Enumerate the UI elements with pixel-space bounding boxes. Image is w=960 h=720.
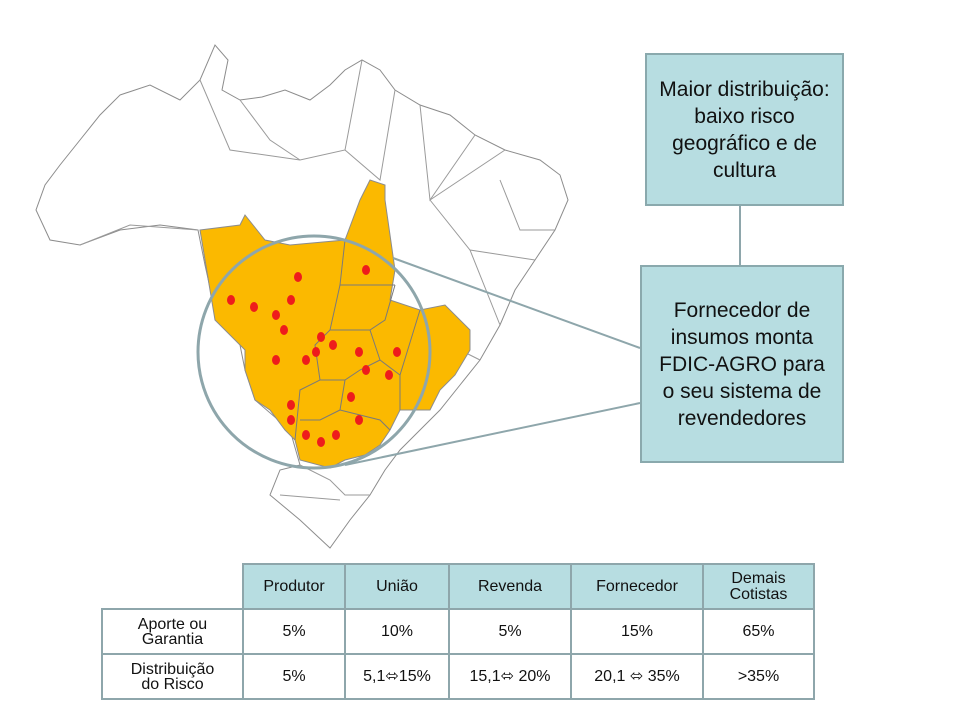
location-dot [287,415,295,425]
table-cell: 15,1⬄ 20% [448,653,572,700]
highlighted-region [199,179,471,469]
col-header-fornecedor: Fornecedor [570,563,704,610]
callout-distribution: Maior distribuição: baixo risco geográfi… [645,53,844,206]
table-cell: 15% [570,608,704,655]
brazil-map [35,44,741,549]
region-borders [294,239,421,441]
location-dot [294,272,302,282]
location-dot [355,347,363,357]
table-row: Distribuição do Risco 5% 5,1⬄15% 15,1⬄ 2… [101,653,815,700]
location-dot [312,347,320,357]
location-dot [287,400,295,410]
row-label-aporte: Aporte ou Garantia [101,608,244,655]
col-header-produtor: Produtor [242,563,346,610]
location-dot [287,295,295,305]
table-cell: 10% [344,608,450,655]
table-cell: 5% [242,653,346,700]
location-dot [227,295,235,305]
col-header-revenda: Revenda [448,563,572,610]
location-dot [302,355,310,365]
table-cell: 5,1⬄15% [344,653,450,700]
location-dot [355,415,363,425]
location-dot [362,365,370,375]
callout-distribution-text: Maior distribuição: baixo risco geográfi… [659,77,830,182]
table-row: Aporte ou Garantia 5% 10% 5% 15% 65% [101,608,815,655]
location-dot [393,347,401,357]
table-cell: 65% [702,608,815,655]
location-dot [317,332,325,342]
location-dot [317,437,325,447]
location-dot [302,430,310,440]
location-dot [272,310,280,320]
callout-supplier-text: Fornecedor de insumos monta FDIC-AGRO pa… [659,298,825,430]
table-cell: >35% [702,653,815,700]
table-cell: 5% [448,608,572,655]
location-dot [332,430,340,440]
row-label-distribuicao: Distribuição do Risco [101,653,244,700]
col-header-uniao: União [344,563,450,610]
col-header-demais-cotistas: Demais Cotistas [702,563,815,610]
risk-table: Produtor União Revenda Fornecedor Demais… [101,563,815,700]
location-dot [250,302,258,312]
table-cell: 20,1 ⬄ 35% [570,653,704,700]
location-dots [227,265,401,447]
location-dot [329,340,337,350]
magnifier-circle [196,234,432,470]
table-cell: 5% [242,608,346,655]
connector-line-lower [344,402,641,466]
location-dot [362,265,370,275]
location-dot [385,370,393,380]
callout-supplier: Fornecedor de insumos monta FDIC-AGRO pa… [640,265,844,463]
location-dot [347,392,355,402]
table-header-row: Produtor União Revenda Fornecedor Demais… [102,563,815,610]
location-dot [272,355,280,365]
location-dot [280,325,288,335]
connector-line-upper [392,257,641,349]
table-corner [102,564,243,609]
state-borders [79,59,555,501]
